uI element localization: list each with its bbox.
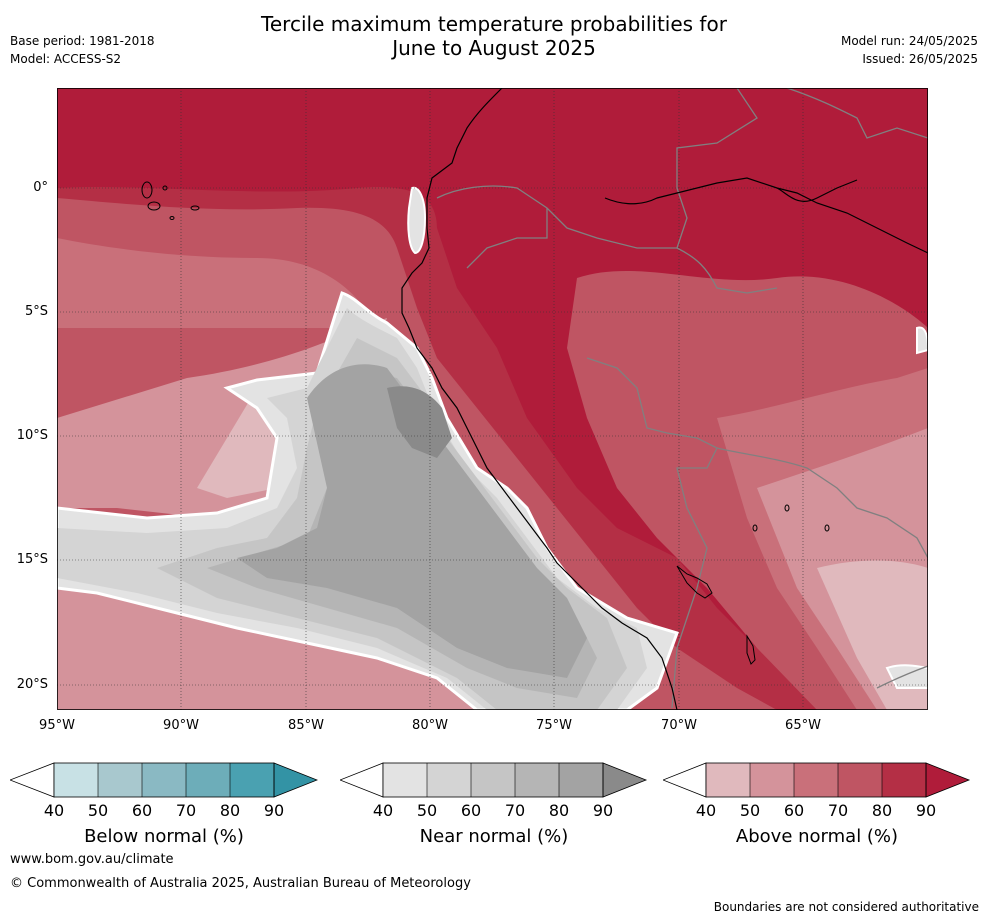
near-90-region	[387, 386, 452, 458]
above-60-ocean	[57, 238, 377, 328]
gridlines	[57, 88, 928, 710]
above-tick-60: 60	[783, 801, 805, 820]
lat-label-5s: 5°S	[24, 304, 48, 319]
near-tick-50: 50	[416, 801, 438, 820]
colorbar-below	[10, 762, 318, 798]
lat-label-10s: 10°S	[16, 428, 48, 443]
copyright-text: © Commonwealth of Australia 2025, Austra…	[10, 876, 471, 891]
issued-date: Issued: 26/05/2025	[862, 52, 978, 66]
lon-label-80w: 80°W	[412, 718, 448, 733]
lon-label-90w: 90°W	[163, 718, 199, 733]
lat-label-0: 0°	[33, 180, 48, 195]
map-title: Tercile maximum temperature probabilitie…	[0, 12, 988, 60]
model-run: Model run: 24/05/2025	[840, 34, 978, 48]
below-tick-60: 60	[131, 801, 153, 820]
country-boundaries	[436, 88, 928, 709]
above-tick-80: 80	[871, 801, 893, 820]
lat-label-20s: 20°S	[16, 677, 48, 692]
probability-map	[57, 88, 928, 710]
galapagos-islands	[141, 181, 200, 220]
lon-label-75w: 75°W	[536, 718, 572, 733]
near-tick-80: 80	[548, 801, 570, 820]
near-tick-60: 60	[460, 801, 482, 820]
above-tick-90: 90	[915, 801, 937, 820]
map-frame	[57, 88, 928, 710]
base-period: Base period: 1981-2018	[10, 34, 155, 48]
below-tick-70: 70	[175, 801, 197, 820]
lon-label-65w: 65°W	[785, 718, 821, 733]
title-line-1: Tercile maximum temperature probabilitie…	[261, 12, 727, 36]
lakes	[676, 504, 830, 665]
below-tick-40: 40	[43, 801, 65, 820]
above-tick-70: 70	[827, 801, 849, 820]
boundary-disclaimer: Boundaries are not considered authoritat…	[713, 900, 979, 914]
near-tick-90: 90	[592, 801, 614, 820]
near-40-coastal-strip	[407, 186, 427, 255]
near-80-region	[237, 364, 587, 678]
lon-label-70w: 70°W	[661, 718, 697, 733]
below-tick-80: 80	[219, 801, 241, 820]
near-40-patch-east	[916, 326, 928, 355]
near-tick-40: 40	[372, 801, 394, 820]
near-tick-70: 70	[504, 801, 526, 820]
meta-right: Model run: 24/05/2025 Issued: 26/05/2025	[841, 32, 978, 68]
above-normal-title: Above normal (%)	[735, 826, 899, 847]
below-tick-50: 50	[87, 801, 109, 820]
colorbar-above	[663, 762, 971, 798]
colorbar-near	[340, 762, 648, 798]
above-tick-40: 40	[695, 801, 717, 820]
coastline	[401, 88, 928, 710]
above-tick-50: 50	[739, 801, 761, 820]
meta-left: Base period: 1981-2018 Model: ACCESS-S2	[10, 32, 155, 68]
model-name: Model: ACCESS-S2	[10, 52, 122, 66]
title-line-2: June to August 2025	[392, 36, 596, 60]
lon-label-95w: 95°W	[39, 718, 75, 733]
lat-label-15s: 15°S	[16, 552, 48, 567]
lon-label-85w: 85°W	[288, 718, 324, 733]
below-normal-title: Below normal (%)	[84, 826, 244, 847]
near-normal-title: Near normal (%)	[419, 826, 569, 847]
website-link[interactable]: www.bom.gov.au/climate	[10, 852, 174, 867]
near-40-patch-se	[885, 664, 928, 689]
below-tick-90: 90	[263, 801, 285, 820]
